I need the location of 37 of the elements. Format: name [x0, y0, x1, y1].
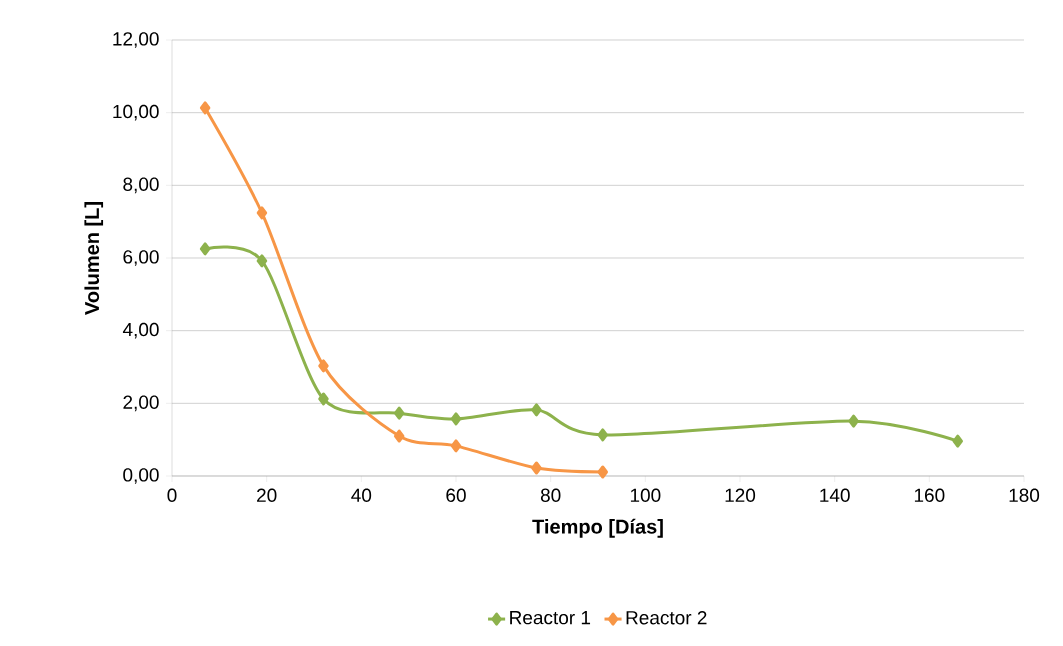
point — [256, 254, 268, 268]
x-tick-label: 40 — [351, 488, 372, 502]
y-tick-label: 10,00 — [113, 104, 159, 121]
x-tick-label: 100 — [630, 488, 661, 502]
y-axis-title: Volumen [L] — [84, 202, 104, 315]
x-tick-label: 140 — [820, 488, 850, 502]
x-tick-label: 80 — [540, 488, 561, 502]
point — [256, 206, 268, 220]
point — [848, 414, 859, 428]
point — [318, 359, 329, 373]
x-axis-title: Tiempo [Días] — [532, 518, 663, 538]
point — [199, 101, 211, 115]
point — [199, 242, 211, 256]
point — [318, 392, 329, 406]
x-tick-label: 20 — [257, 488, 277, 502]
point — [597, 428, 608, 442]
point — [393, 429, 405, 443]
y-tick-label: 6,00 — [123, 250, 159, 266]
point — [450, 439, 462, 453]
point — [450, 412, 462, 426]
legend-label: Reactor 2 — [626, 611, 707, 625]
y-tick-label: 4,00 — [122, 322, 159, 339]
point — [597, 465, 608, 479]
point — [393, 406, 405, 420]
point — [952, 434, 963, 448]
x-tick-label: 60 — [446, 488, 466, 502]
x-tick-label: 0 — [167, 488, 177, 502]
point — [531, 461, 542, 475]
point — [531, 403, 542, 417]
x-tick-label: 120 — [725, 488, 756, 502]
y-tick-label: 8,00 — [123, 177, 159, 194]
legend-label: Reactor 1 — [510, 611, 591, 625]
x-tick-label: 180 — [1009, 488, 1040, 502]
y-tick-label: 0,00 — [123, 468, 159, 484]
x-tick-label: 160 — [914, 488, 945, 502]
y-tick-label: 2,00 — [123, 395, 159, 412]
y-tick-label: 12,00 — [113, 32, 159, 48]
